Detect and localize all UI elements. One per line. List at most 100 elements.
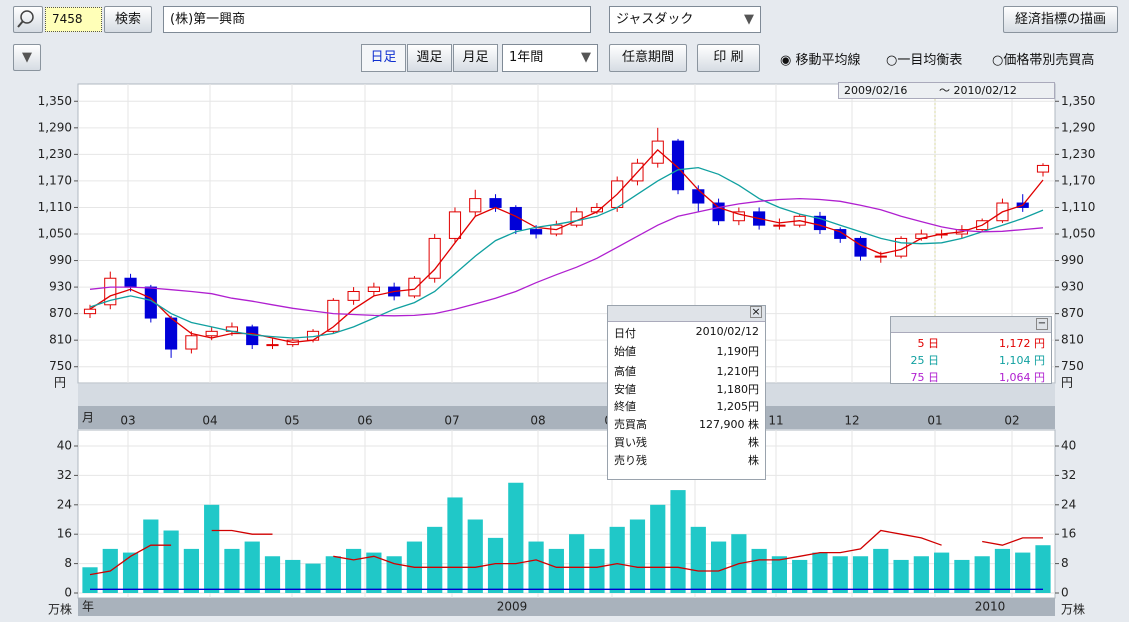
gap-strip (78, 384, 1055, 406)
month-label: 05 (284, 414, 299, 428)
radio-label: 価格帯別売買高 (1003, 53, 1094, 68)
volume-bar (265, 556, 280, 593)
date-range: 2009/02/16～ 2010/02/12 (838, 82, 1055, 99)
volume-bar (630, 520, 645, 594)
month-strip (78, 406, 1055, 429)
close-button[interactable]: × (750, 306, 762, 318)
volume-bar (326, 556, 341, 593)
y-tick-label: 1,290 (38, 120, 72, 134)
candle-body (206, 331, 217, 335)
period-value: 1年間 (509, 50, 543, 65)
tab-weekly[interactable]: 週足 (407, 44, 452, 72)
y-tick-label: 24 (1061, 497, 1076, 511)
year-unit: 年 (82, 600, 94, 614)
print-button[interactable]: 印 刷 (697, 44, 760, 72)
month-label: 07 (444, 414, 459, 428)
volume-bar (245, 542, 260, 593)
candle-body (429, 238, 440, 278)
y-tick-label: 990 (49, 253, 72, 267)
info-label: 終値 (614, 398, 636, 414)
code-input[interactable]: 7458 (45, 7, 102, 32)
info-label: 日付 (614, 325, 636, 341)
radio-volume-profile[interactable]: ○価格帯別売買高 (992, 49, 1094, 68)
volume-bar (123, 553, 138, 593)
volume-bar (752, 549, 767, 593)
info-value: 1,210円 (717, 363, 760, 379)
search-icon[interactable] (13, 6, 43, 33)
volume-bar (164, 531, 179, 593)
dropdown-arrow: ▼ (744, 7, 754, 32)
info-label: 始値 (614, 343, 636, 359)
info-value: 1,205円 (717, 398, 760, 414)
y-unit: 万株 (1061, 602, 1085, 617)
candle-body (713, 203, 724, 221)
y-tick-label: 750 (1061, 359, 1084, 373)
volume-bar (488, 538, 503, 593)
y-unit: 万株 (48, 602, 72, 617)
volume-bar (954, 560, 969, 593)
volume-bar (833, 556, 848, 593)
y-tick-label: 1,170 (38, 173, 72, 187)
candle-body (409, 278, 420, 296)
y-unit: 円 (1061, 376, 1073, 390)
y-tick-label: 1,230 (1061, 147, 1095, 161)
volume-bar (914, 556, 929, 593)
candle-body (368, 287, 379, 291)
candle-body (1037, 165, 1048, 172)
radio-ma[interactable]: ◉ 移動平均線 (780, 49, 861, 68)
year-label: 2010 (975, 600, 1006, 614)
market-select[interactable]: ジャスダック ▼ (609, 6, 761, 33)
candle-body (166, 318, 177, 349)
search-button[interactable]: 検索 (104, 6, 152, 33)
y-tick-label: 1,350 (1061, 94, 1095, 108)
volume-bar (549, 549, 564, 593)
info-value: 1,180円 (717, 381, 760, 397)
volume-bar (691, 527, 706, 593)
period-select[interactable]: 1年間▼ (502, 44, 598, 72)
y-tick-label: 1,230 (38, 147, 72, 161)
info-value: 1,190円 (717, 343, 760, 359)
ma-header: − (891, 317, 1051, 333)
info-label: 高値 (614, 363, 636, 379)
y-tick-label: 24 (57, 497, 72, 511)
y-tick-label: 870 (1061, 306, 1084, 320)
volume-bar (893, 560, 908, 593)
y-tick-label: 40 (1061, 439, 1076, 453)
ma-value: 1,172 円 (999, 335, 1045, 351)
volume-bar (853, 556, 868, 593)
candle-body (652, 141, 663, 163)
y-tick-label: 1,110 (1061, 200, 1095, 214)
y-tick-label: 8 (64, 556, 72, 570)
y-tick-label: 1,110 (38, 200, 72, 214)
radio-ichimoku[interactable]: ○一目均衡表 (886, 49, 962, 68)
y-tick-label: 0 (1061, 586, 1069, 600)
volume-bar (650, 505, 665, 593)
month-label: 11 (768, 414, 783, 428)
tab-monthly[interactable]: 月足 (453, 44, 498, 72)
volume-bar (447, 497, 462, 593)
y-tick-label: 990 (1061, 253, 1084, 267)
volume-bar (569, 534, 584, 593)
volume-bar (204, 505, 219, 593)
volume-bar (975, 556, 990, 593)
econ-button[interactable]: 経済指標の描画 (1003, 6, 1118, 33)
market-name: ジャスダック (616, 12, 693, 27)
radio-label: 移動平均線 (795, 53, 860, 68)
month-label: 01 (927, 414, 942, 428)
minimize-button[interactable]: − (1036, 318, 1048, 330)
candle-body (449, 212, 460, 239)
company-field[interactable]: (株)第一興商 (163, 6, 591, 33)
tab-daily[interactable]: 日足 (361, 44, 406, 72)
volume-bar (528, 542, 543, 593)
ma-value: 1,064 円 (999, 369, 1045, 385)
y-tick-label: 0 (64, 586, 72, 600)
candle-body (84, 309, 95, 313)
custom-period-button[interactable]: 任意期間 (609, 44, 687, 72)
candle-body (186, 336, 197, 349)
y-tick-label: 930 (1061, 280, 1084, 294)
y-unit: 円 (54, 376, 66, 390)
y-tick-label: 1,050 (1061, 227, 1095, 241)
info-value: 127,900 株 (699, 416, 759, 432)
candle-body (267, 345, 278, 346)
menu-button[interactable]: ▼ (13, 44, 41, 71)
